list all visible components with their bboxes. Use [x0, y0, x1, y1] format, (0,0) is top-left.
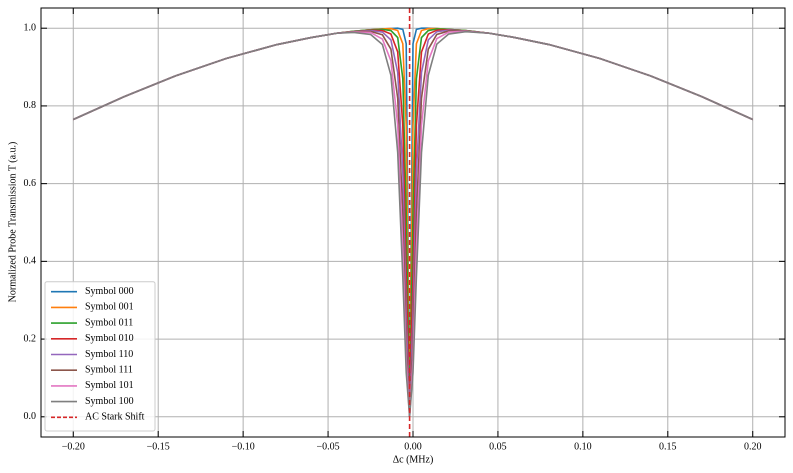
x-tick-label: 0.00 [404, 441, 422, 452]
legend-label: Symbol 101 [85, 380, 134, 391]
legend-label: Symbol 000 [85, 286, 134, 297]
y-tick-label: 0.6 [24, 178, 37, 189]
x-tick-label: 0.20 [744, 441, 762, 452]
x-tick-label: 0.05 [489, 441, 507, 452]
x-tick-label: 0.15 [659, 441, 677, 452]
legend-label: Symbol 011 [85, 317, 133, 328]
legend-label: Symbol 001 [85, 302, 134, 313]
y-tick-label: 0.2 [24, 333, 37, 344]
y-tick-label: 1.0 [24, 23, 37, 34]
legend-label: AC Stark Shift [85, 412, 145, 423]
legend-label: Symbol 010 [85, 333, 134, 344]
y-axis-label: Normalized Probe Transmission T (a.u.) [7, 142, 18, 303]
x-tick-label: −0.05 [316, 441, 339, 452]
legend-label: Symbol 100 [85, 396, 134, 407]
legend-label: Symbol 111 [85, 364, 133, 375]
x-tick-label: −0.15 [147, 441, 170, 452]
x-axis-label: Δc (MHz) [393, 454, 434, 465]
y-tick-label: 0.8 [24, 100, 37, 111]
x-tick-label: 0.10 [574, 441, 592, 452]
x-tick-label: −0.20 [62, 441, 85, 452]
plot-frame [40, 7, 786, 438]
legend: Symbol 000 Symbol 001 Symbol 011 Symbol 010… [44, 281, 156, 432]
legend-box [44, 281, 156, 432]
y-tick-label: 0.4 [24, 256, 37, 267]
y-tick-label: 0.0 [24, 411, 37, 422]
x-tick-label: −0.10 [232, 441, 255, 452]
legend-label: Symbol 110 [85, 349, 133, 360]
